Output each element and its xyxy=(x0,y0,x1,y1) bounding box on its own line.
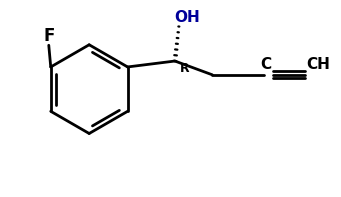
Text: CH: CH xyxy=(306,58,330,72)
Text: F: F xyxy=(43,27,55,45)
Text: R: R xyxy=(180,62,190,75)
Text: C: C xyxy=(260,58,271,72)
Text: OH: OH xyxy=(174,10,199,25)
